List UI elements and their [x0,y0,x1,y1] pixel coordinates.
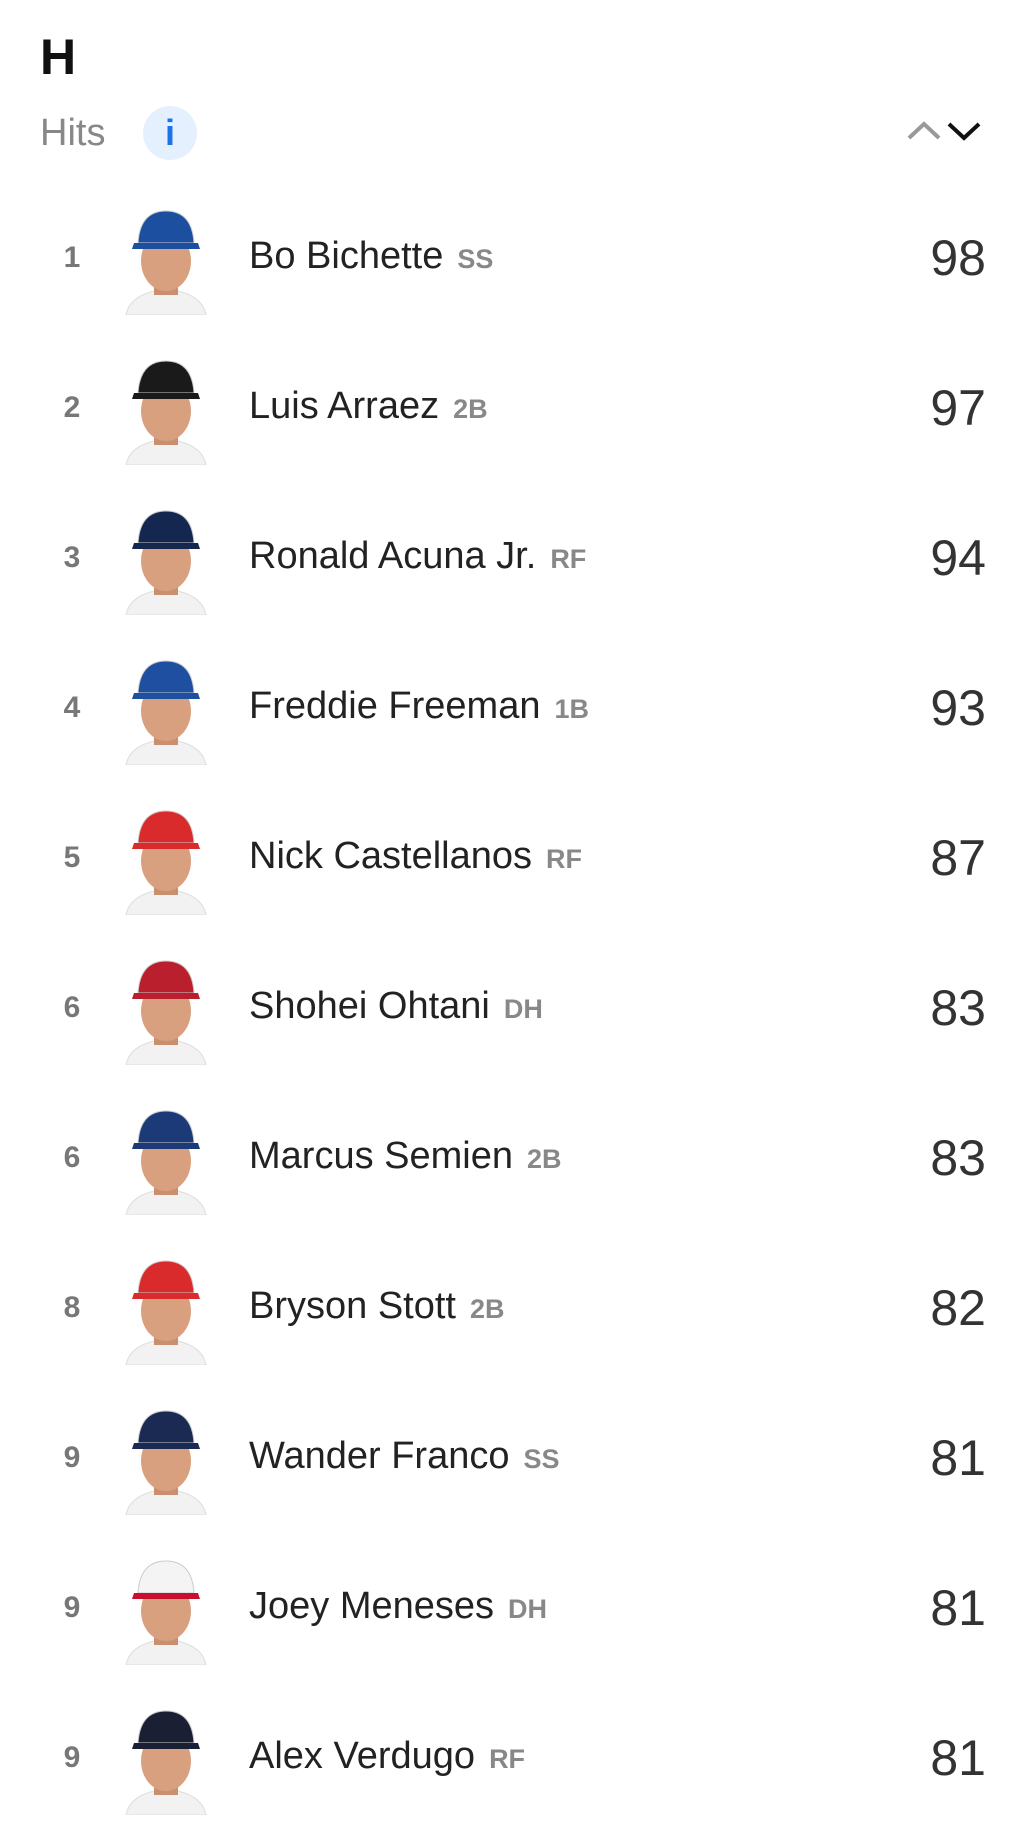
player-hits: 81 [930,1730,986,1786]
player-name-cell: Bryson Stott 2B [249,1285,505,1328]
player-avatar [125,810,207,915]
player-hits: 83 [930,980,986,1036]
player-hits: 81 [930,1580,986,1636]
player-avatar [125,1710,207,1815]
chevron-up-icon[interactable] [907,121,941,140]
player-avatar [125,1560,207,1665]
player-position: SS [457,244,494,274]
player-row[interactable]: 3 Ronald Acuna Jr. RF 94 [0,485,1024,635]
player-name-cell: Bo Bichette SS [249,235,493,278]
player-rank: 9 [63,1741,81,1774]
player-row[interactable]: 6 Marcus Semien 2B 83 [0,1085,1024,1235]
player-avatar [125,360,207,465]
player-name-cell: Alex Verdugo RF [249,1735,525,1778]
player-name-cell: Marcus Semien 2B [249,1135,562,1178]
player-name-cell: Ronald Acuna Jr. RF [249,535,586,578]
player-hits: 93 [930,680,986,736]
player-avatar [125,210,207,315]
player-row[interactable]: 5 Nick Castellanos RF 87 [0,785,1024,935]
player-name[interactable]: Wander Franco [249,1435,510,1477]
player-rank: 9 [63,1441,81,1474]
player-row[interactable]: 4 Freddie Freeman 1B 93 [0,635,1024,785]
player-name[interactable]: Luis Arraez [249,385,440,427]
player-rank: 6 [63,1141,81,1174]
player-name-cell: Freddie Freeman 1B [249,685,589,728]
player-name-cell: Wander Franco SS [249,1435,560,1478]
info-icon[interactable]: i [143,106,197,160]
stat-subtitle: Hits [40,112,106,154]
player-name-cell: Shohei Ohtani DH [249,985,543,1028]
player-row[interactable]: 1 Bo Bichette SS 98 [0,185,1024,335]
player-position: RF [550,544,587,574]
player-name[interactable]: Nick Castellanos [249,835,532,877]
player-hits: 97 [930,380,986,436]
player-position: DH [508,1594,548,1624]
player-name[interactable]: Bo Bichette [249,235,444,277]
player-position: 1B [554,694,589,724]
player-row[interactable]: 2 Luis Arraez 2B 97 [0,335,1024,485]
player-row[interactable]: 9 Wander Franco SS 81 [0,1385,1024,1535]
player-avatar [125,510,207,615]
player-avatar [125,1110,207,1215]
player-name[interactable]: Shohei Ohtani [249,985,490,1027]
player-name-cell: Joey Meneses DH [249,1585,547,1628]
player-name[interactable]: Freddie Freeman [249,685,541,727]
player-name-cell: Nick Castellanos RF [249,835,582,878]
player-position: 2B [526,1144,562,1174]
stat-title: H [40,29,77,85]
player-rank: 4 [63,691,81,724]
player-hits: 87 [930,830,986,886]
player-position: RF [546,844,582,874]
player-position: SS [523,1444,560,1474]
player-rank: 8 [63,1291,81,1324]
player-hits: 98 [930,230,986,286]
player-name[interactable]: Marcus Semien [249,1135,513,1177]
player-rank: 5 [63,841,81,874]
player-avatar [125,1260,207,1365]
player-row[interactable]: 9 Alex Verdugo RF 81 [0,1685,1024,1835]
player-avatar [125,660,207,765]
player-name[interactable]: Joey Meneses [249,1585,495,1627]
player-row[interactable]: 9 Joey Meneses DH 81 [0,1535,1024,1685]
player-rank: 1 [63,241,81,274]
player-rank: 9 [63,1591,81,1624]
sort-toggle[interactable] [905,110,985,150]
player-name[interactable]: Bryson Stott [249,1285,456,1327]
player-avatar [125,1410,207,1515]
player-rank: 6 [63,991,81,1024]
player-name[interactable]: Ronald Acuna Jr. [249,535,537,577]
player-row[interactable]: 6 Shohei Ohtani DH 83 [0,935,1024,1085]
chevron-down-icon[interactable] [947,122,981,141]
player-rank: 3 [63,541,81,574]
player-position: RF [489,1744,526,1774]
player-avatar [125,960,207,1065]
player-position: DH [503,994,543,1024]
player-hits: 83 [930,1130,986,1186]
player-hits: 82 [930,1280,986,1336]
player-position: 2B [453,394,488,424]
player-row[interactable]: 8 Bryson Stott 2B 82 [0,1235,1024,1385]
player-hits: 94 [930,530,986,586]
player-position: 2B [469,1294,505,1324]
player-rank: 2 [63,391,81,424]
player-hits: 81 [930,1430,986,1486]
player-name-cell: Luis Arraez 2B [249,385,488,428]
player-name[interactable]: Alex Verdugo [249,1735,476,1777]
